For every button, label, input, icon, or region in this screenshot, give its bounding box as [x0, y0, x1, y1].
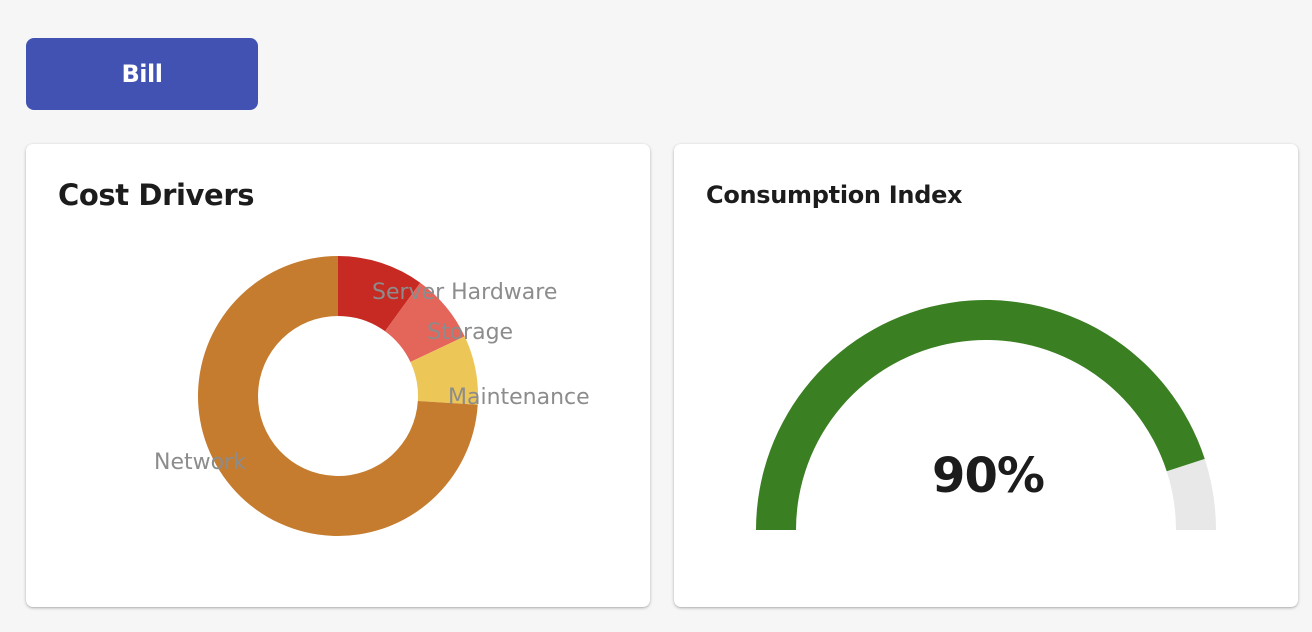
donut-slice-network[interactable] — [197, 256, 478, 536]
donut-label-storage: Storage — [427, 320, 513, 345]
cost-drivers-card: Cost Drivers Server Hardware Storage Maint… — [26, 144, 650, 607]
donut-label-server-hardware: Server Hardware — [372, 280, 557, 305]
consumption-index-title: Consumption Index — [706, 181, 963, 209]
consumption-index-card: Consumption Index 90% — [674, 144, 1298, 607]
donut-label-maintenance: Maintenance — [448, 385, 590, 410]
gauge-value-label: 90% — [932, 448, 1044, 504]
gauge-track — [1166, 458, 1216, 530]
consumption-index-gauge: 90% — [756, 300, 1216, 530]
cost-drivers-donut-chart: Server Hardware Storage Maintenance Network — [154, 256, 590, 536]
donut-slice-storage[interactable] — [385, 282, 465, 362]
cost-drivers-title: Cost Drivers — [58, 178, 255, 212]
donut-slice-maintenance[interactable] — [410, 336, 478, 405]
donut-slice-server-hardware[interactable] — [338, 256, 421, 332]
donut-label-network: Network — [154, 450, 246, 475]
bill-button[interactable]: Bill — [26, 38, 258, 110]
gauge-fill — [756, 300, 1205, 530]
